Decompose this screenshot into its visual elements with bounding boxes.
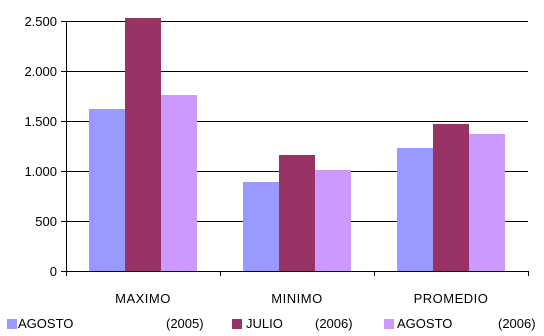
legend: AGOSTO (2005) JULIO (2006) AGOSTO (2006): [7, 316, 536, 331]
bar: [161, 95, 197, 271]
legend-series-year: (2006): [498, 316, 536, 331]
y-axis-ticks: 0 500 1.000 1.500 2.000 2.500: [24, 14, 66, 279]
bar: [243, 182, 279, 271]
legend-swatch: [7, 319, 17, 329]
bar: [279, 155, 315, 271]
legend-item: AGOSTO (2005): [7, 316, 204, 331]
y-tick-label: 1.000: [24, 164, 57, 179]
x-axis-labels: MAXIMO MINIMO PROMEDIO: [115, 291, 488, 306]
axes: [66, 21, 529, 276]
y-tick-label: 2.000: [24, 64, 57, 79]
bar: [315, 170, 351, 271]
y-tick-label: 2.500: [24, 14, 57, 29]
legend-series-name: JULIO: [246, 316, 283, 331]
bar: [89, 109, 125, 271]
x-category-label: PROMEDIO: [414, 291, 489, 306]
bar: [433, 124, 469, 271]
y-tick-label: 1.500: [24, 114, 57, 129]
legend-series-year: (2005): [166, 316, 204, 331]
bars: [89, 18, 505, 271]
y-tick-label: 0: [50, 264, 57, 279]
legend-item: JULIO (2006): [232, 316, 353, 331]
legend-series-name: AGOSTO: [397, 316, 452, 331]
legend-item: AGOSTO (2006): [384, 316, 536, 331]
y-tick-label: 500: [35, 214, 57, 229]
legend-series-name: AGOSTO: [18, 316, 73, 331]
x-category-label: MAXIMO: [115, 291, 171, 306]
bar: [125, 18, 161, 271]
bar: [397, 148, 433, 271]
legend-swatch: [232, 319, 242, 329]
x-category-label: MINIMO: [271, 291, 322, 306]
legend-swatch: [384, 319, 394, 329]
bar: [469, 134, 505, 271]
legend-series-year: (2006): [315, 316, 353, 331]
